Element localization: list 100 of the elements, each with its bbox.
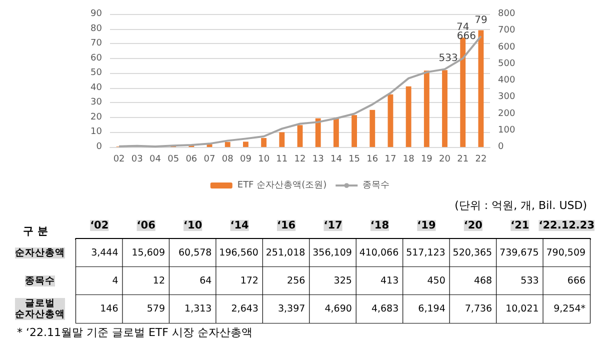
y-tick-label: 0 <box>96 142 102 152</box>
y-tick-label: 글로벌 순자산총액 <box>15 298 65 320</box>
x-tick-label: ‘22.12.23 <box>538 220 595 232</box>
data-label: 15,609 <box>132 248 166 258</box>
y-tick-label: 80 <box>90 24 102 34</box>
data-label: 196,560 <box>219 248 258 258</box>
y2-tick-label: 0 <box>498 142 504 152</box>
data-label: 12 <box>152 276 166 286</box>
y2-tick-label: 800 <box>498 9 516 19</box>
x-tick-label: ‘06 <box>136 220 156 232</box>
bar <box>224 142 230 147</box>
x-tick-label: 10 <box>258 154 270 164</box>
data-label: 1,313 <box>184 304 212 314</box>
x-tick-label: 06 <box>186 154 198 164</box>
x-tick-label: 22 <box>475 154 487 164</box>
x-tick-label: 21 <box>457 154 469 164</box>
data-label: 256 <box>287 276 306 286</box>
y-tick-label: 50 <box>90 68 102 78</box>
y-tick-label: 90 <box>90 9 102 19</box>
bar <box>297 125 303 147</box>
x-tick-label: ‘02 <box>90 220 109 232</box>
bar <box>388 94 394 147</box>
x-tick-label: 05 <box>168 154 180 164</box>
bar <box>442 70 448 147</box>
x-tick-label: 07 <box>204 154 216 164</box>
y2-tick-label: 700 <box>498 26 516 36</box>
bar <box>424 70 430 147</box>
y-tick-label: 60 <box>90 53 102 64</box>
data-label: 666 <box>567 276 586 286</box>
data-label: 666 <box>456 30 476 42</box>
data-label: 517,123 <box>406 248 446 258</box>
data-label: 739,675 <box>500 248 539 258</box>
data-label: 7,736 <box>464 304 492 314</box>
data-label: 146 <box>100 304 118 314</box>
data-label: 520,365 <box>452 248 492 258</box>
x-tick-label: ‘17 <box>324 220 342 232</box>
x-tick-label: 03 <box>131 154 143 164</box>
y-tick-label: 20 <box>90 112 102 122</box>
data-label: 533 <box>520 276 539 286</box>
x-tick-label: 20 <box>439 154 451 164</box>
data-label: 325 <box>334 276 352 286</box>
data-label: 533 <box>438 52 458 64</box>
x-tick-label: 11 <box>276 154 288 164</box>
y-tick-label: 40 <box>90 82 102 93</box>
data-label: 79 <box>474 14 488 26</box>
data-label: 3,397 <box>278 304 306 314</box>
x-tick-label: 02 <box>113 154 125 164</box>
y-tick-label: 10 <box>90 127 102 138</box>
data-label: 410,066 <box>359 248 399 258</box>
bar <box>460 38 466 147</box>
chart-subtitle: (단위 : 억원, 개, Bil. USD) <box>454 199 588 212</box>
x-tick-label: ‘16 <box>276 220 296 232</box>
data-label: 4,690 <box>324 304 352 314</box>
x-tick-label: 13 <box>312 154 324 164</box>
bar <box>406 86 412 147</box>
data-label: 9,254* <box>554 304 586 314</box>
x-tick-label: 08 <box>222 154 234 164</box>
y2-tick-label: 200 <box>498 108 516 119</box>
x-tick-label: ‘19 <box>417 220 436 232</box>
data-label: 4,683 <box>371 304 399 314</box>
data-label: 10,021 <box>506 304 539 314</box>
y-tick-label: 순자산총액 <box>15 248 65 258</box>
y-tick-label: 30 <box>90 98 102 108</box>
data-label: 172 <box>240 276 258 286</box>
x-tick-label: ‘21 <box>510 220 530 232</box>
bar <box>279 132 285 147</box>
bar <box>261 138 267 147</box>
y2-tick-label: 300 <box>498 92 516 102</box>
bar <box>243 142 248 147</box>
y-tick-label: 70 <box>90 38 102 49</box>
y2-tick-label: 100 <box>498 125 516 136</box>
data-label: 790,509 <box>546 248 586 258</box>
x-tick-label: 17 <box>384 154 396 164</box>
x-tick-label: 18 <box>402 154 415 164</box>
x-tick-label: ‘18 <box>370 220 390 232</box>
bar <box>315 118 321 147</box>
x-tick-label: ‘20 <box>464 220 482 232</box>
data-label: 450 <box>427 276 446 286</box>
data-label: 579 <box>146 304 166 314</box>
bar <box>333 118 339 147</box>
data-label: 2,643 <box>231 304 258 314</box>
data-label: 468 <box>474 276 492 286</box>
data-label: 4 <box>112 276 118 286</box>
data-label: 64 <box>200 276 212 286</box>
text: * ‘22.11월말 기준 글로벌 ETF 시장 순자산총액 <box>17 326 252 339</box>
x-tick-label: 16 <box>366 154 378 164</box>
y2-tick-label: 500 <box>498 58 516 69</box>
data-label: 6,194 <box>418 304 446 314</box>
data-label: 251,018 <box>266 248 306 258</box>
data-label: 356,109 <box>312 248 352 258</box>
data-label: 413 <box>380 276 399 286</box>
bar <box>352 115 357 147</box>
x-tick-label: 15 <box>348 154 360 164</box>
legend-label: ETF 순자산총액(조원) <box>237 180 327 190</box>
legend-label: 종목수 <box>362 180 390 190</box>
data-label: 60,578 <box>178 248 212 258</box>
x-tick-label: 09 <box>240 154 252 164</box>
x-tick-label: 14 <box>330 154 342 164</box>
x-tick-label: ‘14 <box>230 220 249 232</box>
bar <box>478 30 484 147</box>
